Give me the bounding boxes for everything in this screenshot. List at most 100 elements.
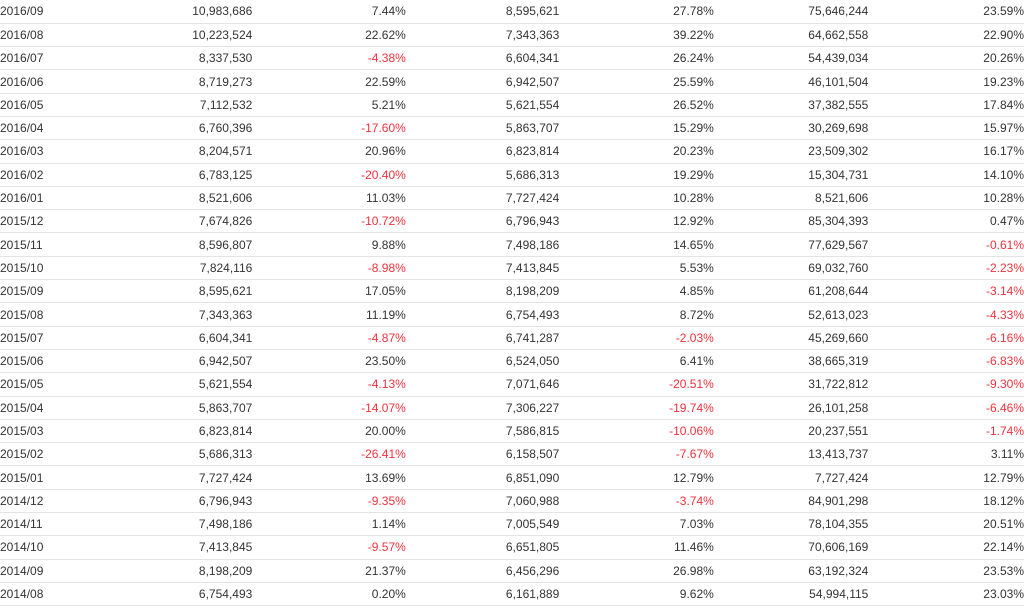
change-3-cell: 10.28% — [868, 186, 1024, 211]
value-2-cell: 6,604,341 — [405, 46, 560, 71]
month-cell: 2016/08 — [0, 23, 116, 48]
table-row: 2015/11 8,596,807 9.88% 7,498,186 14.65% 77,6… — [0, 232, 1024, 257]
table-row: 2015/05 5,621,554 -4.13% 7,071,646 -20.51% 31… — [0, 372, 1024, 397]
change-1-cell: 20.00% — [252, 419, 406, 444]
value-3-cell: 52,613,023 — [713, 302, 869, 327]
change-1-cell: -9.35% — [252, 489, 406, 514]
change-1-cell: 7.44% — [252, 0, 406, 24]
value-1-cell: 7,413,845 — [115, 535, 253, 560]
change-1-cell: 21.37% — [252, 559, 406, 583]
change-3-cell: 20.26% — [868, 46, 1024, 71]
change-3-cell: -1.74% — [868, 419, 1024, 444]
value-1-cell: 8,595,621 — [115, 279, 253, 304]
value-2-cell: 6,796,943 — [405, 209, 560, 234]
value-3-cell: 54,439,034 — [713, 46, 869, 71]
change-1-cell: 5.21% — [252, 93, 406, 117]
change-3-cell: -9.30% — [868, 372, 1024, 397]
change-1-cell: -4.87% — [252, 326, 406, 350]
change-1-cell: -10.72% — [252, 209, 406, 234]
value-2-cell: 6,754,493 — [405, 302, 560, 327]
month-cell: 2015/07 — [0, 326, 116, 350]
table-row: 2015/06 6,942,507 23.50% 6,524,050 6.41% 38,6… — [0, 349, 1024, 374]
month-cell: 2015/10 — [0, 256, 116, 281]
value-1-cell: 7,498,186 — [115, 512, 253, 537]
value-1-cell: 7,824,116 — [115, 256, 253, 281]
change-2-cell: 14.65% — [559, 232, 714, 257]
value-1-cell: 7,727,424 — [115, 465, 253, 490]
change-1-cell: -14.07% — [252, 396, 406, 420]
month-cell: 2015/03 — [0, 419, 116, 444]
month-cell: 2016/02 — [0, 163, 116, 187]
value-2-cell: 6,456,296 — [405, 559, 560, 583]
value-1-cell: 7,112,532 — [115, 93, 253, 117]
value-3-cell: 61,208,644 — [713, 279, 869, 304]
table-row: 2015/09 8,595,621 17.05% 8,198,209 4.85% 61,2… — [0, 279, 1024, 304]
change-3-cell: -0.61% — [868, 232, 1024, 257]
value-3-cell: 30,269,698 — [713, 116, 869, 141]
month-cell: 2015/04 — [0, 396, 116, 420]
value-1-cell: 6,942,507 — [115, 349, 253, 374]
change-2-cell: -2.03% — [559, 326, 714, 350]
table-row: 2014/12 6,796,943 -9.35% 7,060,988 -3.74% 84,… — [0, 489, 1024, 514]
table-row: 2014/11 7,498,186 1.14% 7,005,549 7.03% 78,10… — [0, 512, 1024, 537]
change-3-cell: 22.14% — [868, 535, 1024, 560]
value-1-cell: 6,796,943 — [115, 489, 253, 514]
month-cell: 2015/06 — [0, 349, 116, 374]
value-1-cell: 6,823,814 — [115, 419, 253, 444]
change-1-cell: 11.03% — [252, 186, 406, 211]
change-1-cell: 20.96% — [252, 139, 406, 164]
value-3-cell: 54,994,115 — [713, 582, 869, 607]
value-2-cell: 7,727,424 — [405, 186, 560, 211]
value-2-cell: 6,161,889 — [405, 582, 560, 607]
change-1-cell: 22.59% — [252, 69, 406, 94]
change-3-cell: -6.16% — [868, 326, 1024, 350]
change-2-cell: 39.22% — [559, 23, 714, 48]
value-3-cell: 64,662,558 — [713, 23, 869, 48]
value-2-cell: 8,595,621 — [405, 0, 560, 24]
change-3-cell: -4.33% — [868, 302, 1024, 327]
change-3-cell: -6.83% — [868, 349, 1024, 374]
month-cell: 2016/06 — [0, 69, 116, 94]
value-3-cell: 63,192,324 — [713, 559, 869, 583]
change-3-cell: 16.17% — [868, 139, 1024, 164]
change-2-cell: 26.98% — [559, 559, 714, 583]
value-3-cell: 77,629,567 — [713, 232, 869, 257]
value-2-cell: 6,651,805 — [405, 535, 560, 560]
value-2-cell: 6,851,090 — [405, 465, 560, 490]
value-2-cell: 5,621,554 — [405, 93, 560, 117]
change-3-cell: 20.51% — [868, 512, 1024, 537]
value-3-cell: 85,304,393 — [713, 209, 869, 234]
table-row: 2015/12 7,674,826 -10.72% 6,796,943 12.92% 85… — [0, 209, 1024, 234]
month-cell: 2015/12 — [0, 209, 116, 234]
change-1-cell: 13.69% — [252, 465, 406, 490]
value-1-cell: 8,719,273 — [115, 69, 253, 94]
change-1-cell: -26.41% — [252, 442, 406, 467]
table-row: 2014/08 6,754,493 0.20% 6,161,889 9.62% 54,99… — [0, 582, 1024, 607]
table-row: 2016/02 6,783,125 -20.40% 5,686,313 19.29% 15… — [0, 163, 1024, 187]
value-1-cell: 5,686,313 — [115, 442, 253, 467]
value-1-cell: 8,521,606 — [115, 186, 253, 211]
change-2-cell: 12.92% — [559, 209, 714, 234]
month-cell: 2014/08 — [0, 582, 116, 607]
table-row: 2015/03 6,823,814 20.00% 7,586,815 -10.06% 20… — [0, 419, 1024, 444]
change-1-cell: 0.20% — [252, 582, 406, 607]
value-2-cell: 7,060,988 — [405, 489, 560, 514]
value-1-cell: 8,337,530 — [115, 46, 253, 71]
table-row: 2014/09 8,198,209 21.37% 6,456,296 26.98% 63,… — [0, 559, 1024, 583]
value-3-cell: 46,101,504 — [713, 69, 869, 94]
value-3-cell: 23,509,302 — [713, 139, 869, 164]
change-2-cell: 25.59% — [559, 69, 714, 94]
change-3-cell: -6.46% — [868, 396, 1024, 420]
table-row: 2016/04 6,760,396 -17.60% 5,863,707 15.29% 30… — [0, 116, 1024, 141]
table-row: 2016/07 8,337,530 -4.38% 6,604,341 26.24% 54,… — [0, 46, 1024, 71]
value-2-cell: 7,343,363 — [405, 23, 560, 48]
change-3-cell: 18.12% — [868, 489, 1024, 514]
value-1-cell: 7,343,363 — [115, 302, 253, 327]
change-3-cell: -2.23% — [868, 256, 1024, 281]
value-2-cell: 7,413,845 — [405, 256, 560, 281]
value-3-cell: 45,269,660 — [713, 326, 869, 350]
value-3-cell: 7,727,424 — [713, 465, 869, 490]
change-2-cell: 5.53% — [559, 256, 714, 281]
